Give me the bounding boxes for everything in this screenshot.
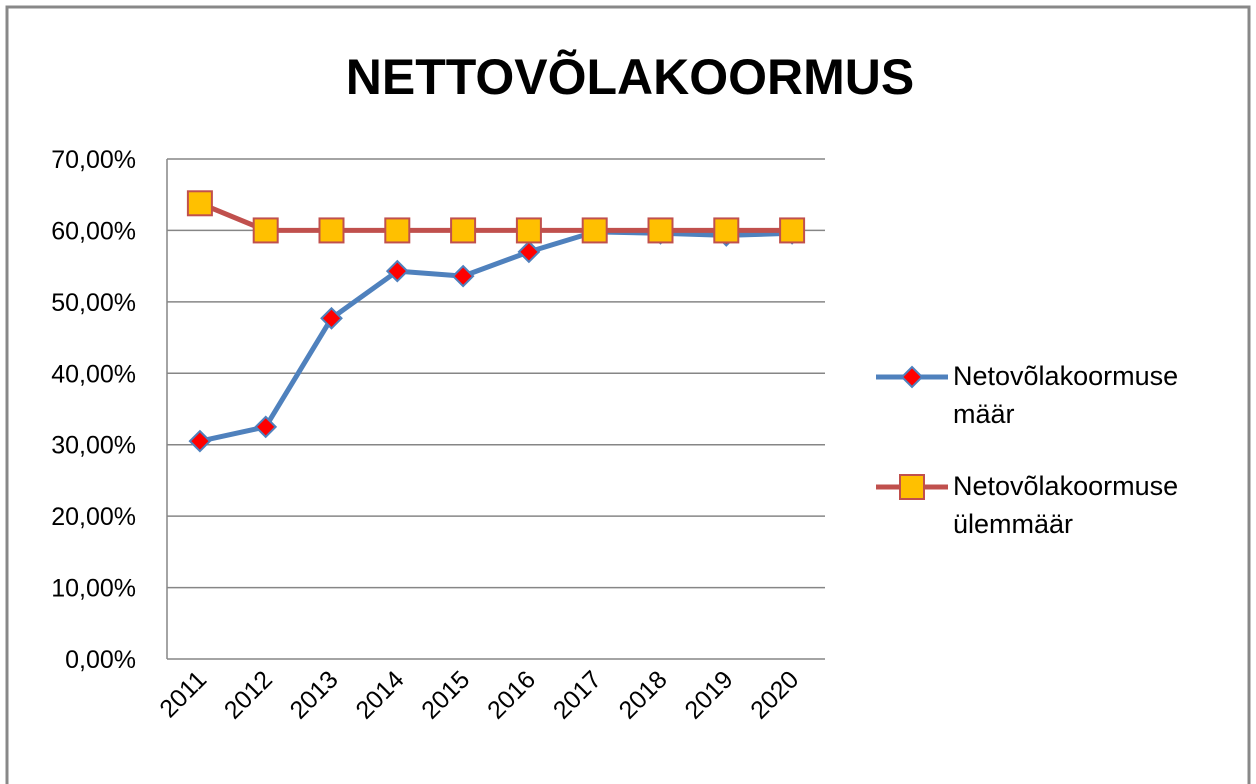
- data-point: [186, 190, 213, 217]
- y-tick-label: 20,00%: [51, 503, 136, 531]
- data-point: [318, 217, 345, 244]
- chart-border: [5, 5, 1251, 784]
- data-point: [450, 217, 477, 244]
- y-tick-label: 40,00%: [51, 360, 136, 388]
- data-point: [515, 217, 542, 244]
- y-tick-label: 10,00%: [51, 575, 136, 603]
- legend-label: Netovõlakoormuse ülemmäär: [953, 471, 1179, 539]
- legend-label: Netovõlakoormuse määr: [953, 361, 1179, 429]
- data-point: [647, 217, 674, 244]
- data-point: [252, 217, 279, 244]
- data-point: [451, 264, 475, 288]
- data-point: [779, 217, 806, 244]
- legend-marker: [899, 474, 925, 500]
- series-line: [198, 200, 793, 233]
- legend-marker: [900, 365, 924, 389]
- y-tick-label: 30,00%: [51, 432, 136, 460]
- series-line: [199, 229, 793, 444]
- data-point: [581, 217, 608, 244]
- data-point: [188, 429, 212, 453]
- chart-title: NETTOVÕLAKOORMUS: [346, 48, 915, 105]
- data-point: [320, 306, 343, 330]
- data-point: [254, 415, 278, 439]
- y-tick-label: 0,00%: [65, 646, 136, 674]
- y-tick-label: 50,00%: [51, 289, 136, 317]
- data-point: [385, 259, 409, 283]
- data-point: [713, 217, 740, 244]
- data-point: [517, 240, 541, 264]
- y-tick-label: 70,00%: [51, 146, 136, 174]
- y-tick-label: 60,00%: [51, 217, 136, 245]
- data-point: [384, 217, 411, 244]
